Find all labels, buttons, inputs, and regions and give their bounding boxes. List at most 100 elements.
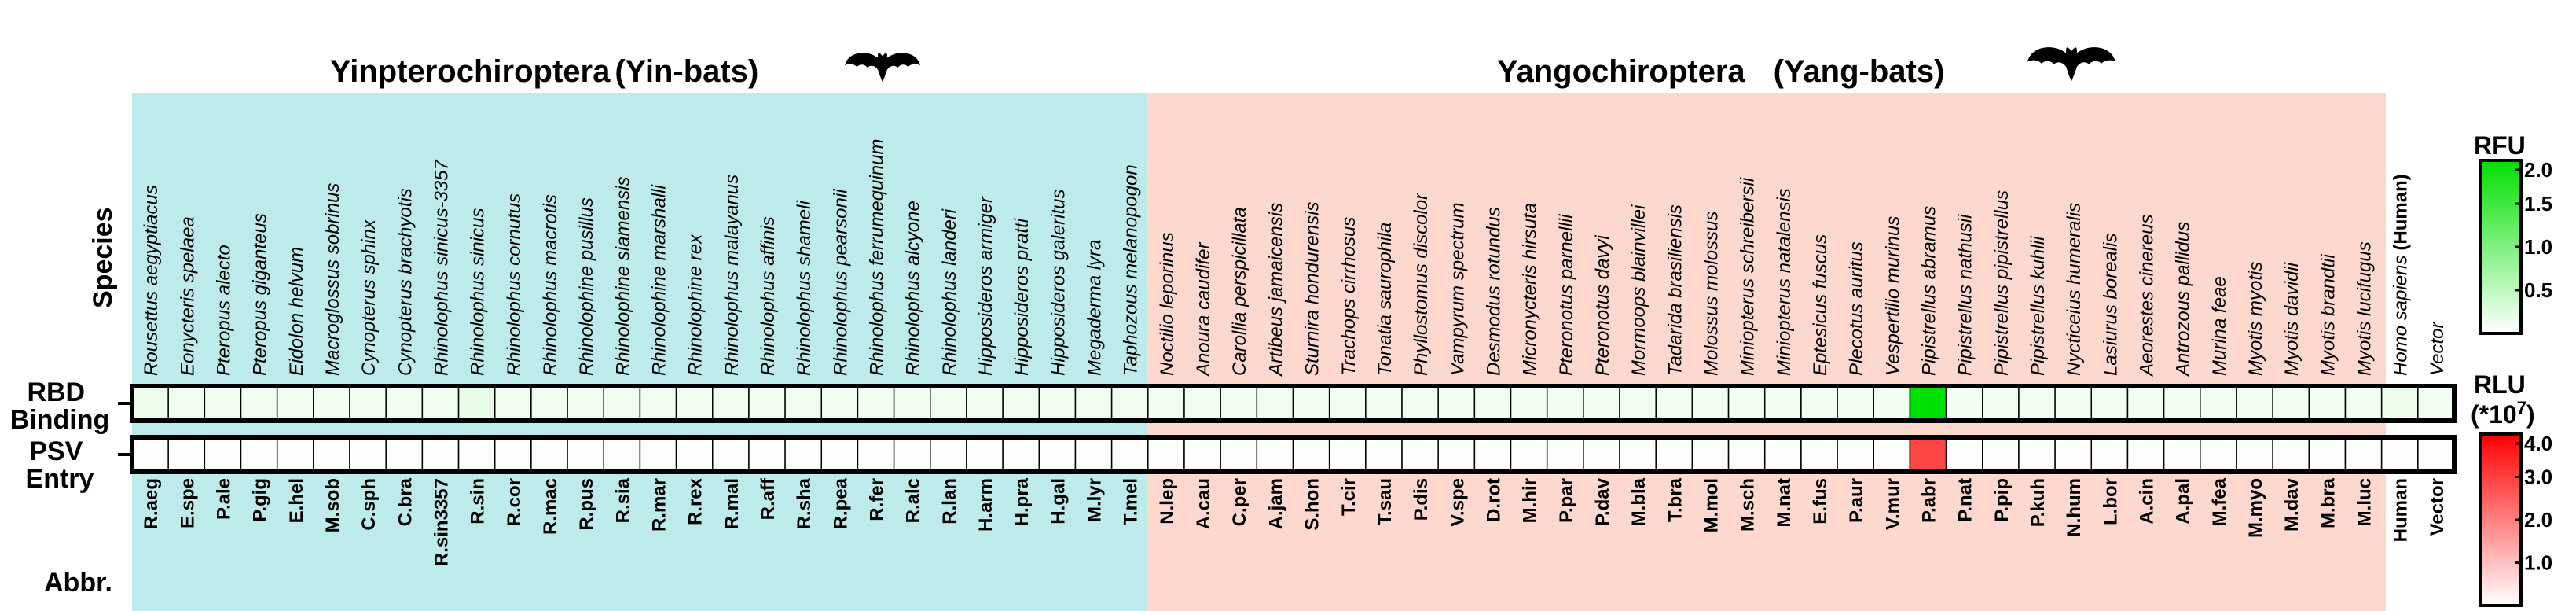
species-label-eidolon-helvum: Eidolon helvum [286, 247, 307, 376]
abbr-label-r-alc: R.alc [903, 478, 924, 523]
cell-rlu-e-spe [167, 438, 206, 471]
rfu-tick-label-1-0: 1.0 [2524, 235, 2552, 259]
species-label-cynopterus-sphinx: Cynopterus sphinx [358, 219, 380, 376]
species-label-rhinolophus-ferrumequinum: Rhinolophus ferrumequinum [867, 139, 888, 377]
abbr-label-r-aeg: R.aeg [141, 478, 162, 529]
rfu-legend: RFU 2.0 1.5 1.0 0.5 [2474, 131, 2552, 335]
cell-rfu-r-rex [675, 387, 714, 420]
cell-rfu-m-mol [1691, 387, 1730, 420]
abbr-label-d-rot: D.rot [1483, 478, 1504, 522]
cell-rlu-t-sau [1365, 438, 1403, 471]
cell-rfu-m-bra [2308, 387, 2347, 420]
abbr-label-r-fer: R.fer [867, 478, 888, 521]
abbr-label-a-cin: A.cin [2137, 478, 2158, 525]
abbr-label-m-sch: M.sch [1738, 478, 1759, 532]
abbr-label-m-fea: M.fea [2209, 477, 2230, 526]
species-label-trachops-cirrhosus: Trachops cirrhosus [1338, 217, 1360, 376]
abbr-label-m-myo: M.myo [2245, 478, 2266, 538]
rfu-tick-label-2-0: 2.0 [2524, 158, 2552, 182]
cell-rlu-c-per [1220, 438, 1258, 471]
yango-group-title: Yangochiroptera (Yang-bats) [1497, 54, 1944, 89]
species-label-taphozous-melanopogon: Taphozous melanopogon [1121, 164, 1142, 376]
species-axis-label: Species [88, 207, 118, 308]
species-label-hipposideros-armiger: Hipposideros armiger [975, 196, 996, 376]
abbr-label-p-gig: P.gig [250, 478, 271, 522]
species-label-rhinolophus-sinicus: Rhinolophus sinicus [468, 208, 489, 376]
abbr-label-s-hon: S.hon [1302, 478, 1323, 531]
cell-rfu-p-par [1546, 387, 1584, 420]
abbr-label-h-arm: H.arm [975, 478, 996, 532]
cell-rfu-c-per [1220, 387, 1258, 420]
abbr-label-r-mar: R.mar [649, 478, 670, 532]
species-label-megaderma-lyra: Megaderma lyra [1084, 240, 1106, 376]
abbr-label-p-dis: P.dis [1411, 478, 1432, 521]
abbr-label-r-mal: R.mal [721, 478, 743, 529]
cell-rfu-r-sha [784, 387, 823, 420]
species-label-rhinolophus-landeri: Rhinolophus landeri [939, 208, 960, 376]
cell-rfu-r-pea [820, 387, 859, 420]
species-label-micronycteris-hirsuta: Micronycteris hirsuta [1520, 203, 1541, 376]
abbr-label-a-pal: A.pal [2173, 478, 2194, 525]
cell-rlu-p-gig [240, 438, 278, 471]
cell-rlu-c-bra [385, 438, 424, 471]
cell-rfu-c-bra [385, 387, 424, 420]
species-label-plecotus-auritus: Plecotus auritus [1846, 241, 1867, 376]
abbr-label-l-bor: L.bor [2100, 478, 2121, 525]
cell-rfu-r-cor [494, 387, 532, 420]
cell-rfu-p-ale [204, 387, 242, 420]
cell-rlu-a-cin [2126, 438, 2165, 471]
cell-rfu-r-mac [530, 387, 568, 420]
abbr-label-e-spe: E.spe [177, 478, 198, 528]
cell-rfu-t-sau [1365, 387, 1403, 420]
abbr-label-c-bra: C.bra [394, 477, 416, 526]
cell-rfu-r-aeg [131, 387, 169, 420]
cell-rlu-t-cir [1328, 438, 1367, 471]
abbr-label-v-spe: V.spe [1447, 478, 1468, 527]
cell-rfu-m-sob [313, 387, 350, 420]
species-label-miniopterus-schreibersii: Miniopterus schreibersii [1738, 177, 1759, 376]
abbr-label-p-abr: P.abr [1919, 478, 1940, 523]
cell-rfu-r-sin [457, 387, 496, 420]
cell-rfu-m-bla [1619, 387, 1657, 420]
cell-rfu-m-lyr [1074, 387, 1113, 420]
cell-rfu-p-aur [1837, 387, 1875, 420]
cell-rfu-r-sin3357 [421, 387, 460, 420]
abbr-label-p-nat: P.nat [1955, 478, 1976, 522]
species-label-tonatia-saurophila: Tonatia saurophila [1374, 223, 1396, 376]
cell-rfu-r-sia [603, 387, 641, 420]
cell-rlu-a-jam [1256, 438, 1294, 471]
cell-rfu-v-spe [1437, 387, 1476, 420]
rbd-binding-row-label: RBD Binding [10, 377, 110, 435]
cell-rlu-r-mac [530, 438, 568, 471]
cell-rlu-p-dav [1583, 438, 1620, 471]
abbr-label-v-mur: V.mur [1882, 478, 1903, 530]
rbd-row-frame [130, 384, 2457, 423]
cell-rfu-p-pip [1982, 387, 2020, 420]
cell-rlu-e-fus [1800, 438, 1838, 471]
abbr-label-r-sha: R.sha [794, 477, 815, 529]
abbr-label-m-bra: M.bra [2317, 477, 2339, 528]
abbr-label-n-lep: N.lep [1157, 478, 1178, 525]
cell-rfu-p-dav [1583, 387, 1620, 420]
cell-rlu-m-myo [2236, 438, 2273, 471]
cell-rfu-h-arm [966, 387, 1004, 420]
cell-rlu-r-sin [457, 438, 496, 471]
rlu-tick-label-4-0: 4.0 [2524, 432, 2552, 455]
cell-rlu-r-pus [567, 438, 604, 471]
cell-rlu-v-spe [1437, 438, 1476, 471]
species-label-nycticeius-humeralis: Nycticeius humeralis [2064, 203, 2085, 376]
species-labels: Rousettus aegyptiacus Eonycteris spelaea P… [141, 139, 2448, 378]
species-label-rhinolophus-cornutus: Rhinolophus cornutus [504, 193, 525, 376]
abbr-label-vector: Vector [2427, 478, 2448, 536]
abbr-label-r-aff: R.aff [758, 477, 779, 520]
species-label-pteronotus-parnellii: Pteronotus parnellii [1556, 214, 1577, 376]
yango-group-background [1147, 93, 2386, 611]
abbr-label-a-jam: A.jam [1265, 478, 1286, 529]
species-label-eptesicus-fuscus: Eptesicus fuscus [1810, 234, 1831, 376]
abbr-label-m-dav: M.dav [2281, 477, 2303, 532]
cell-rlu-c-sph [349, 438, 387, 471]
abbr-label-r-sia: R.sia [612, 477, 633, 523]
cell-rlu-p-abr [1909, 438, 1947, 471]
abbr-label-m-bla: M.bla [1628, 477, 1649, 526]
